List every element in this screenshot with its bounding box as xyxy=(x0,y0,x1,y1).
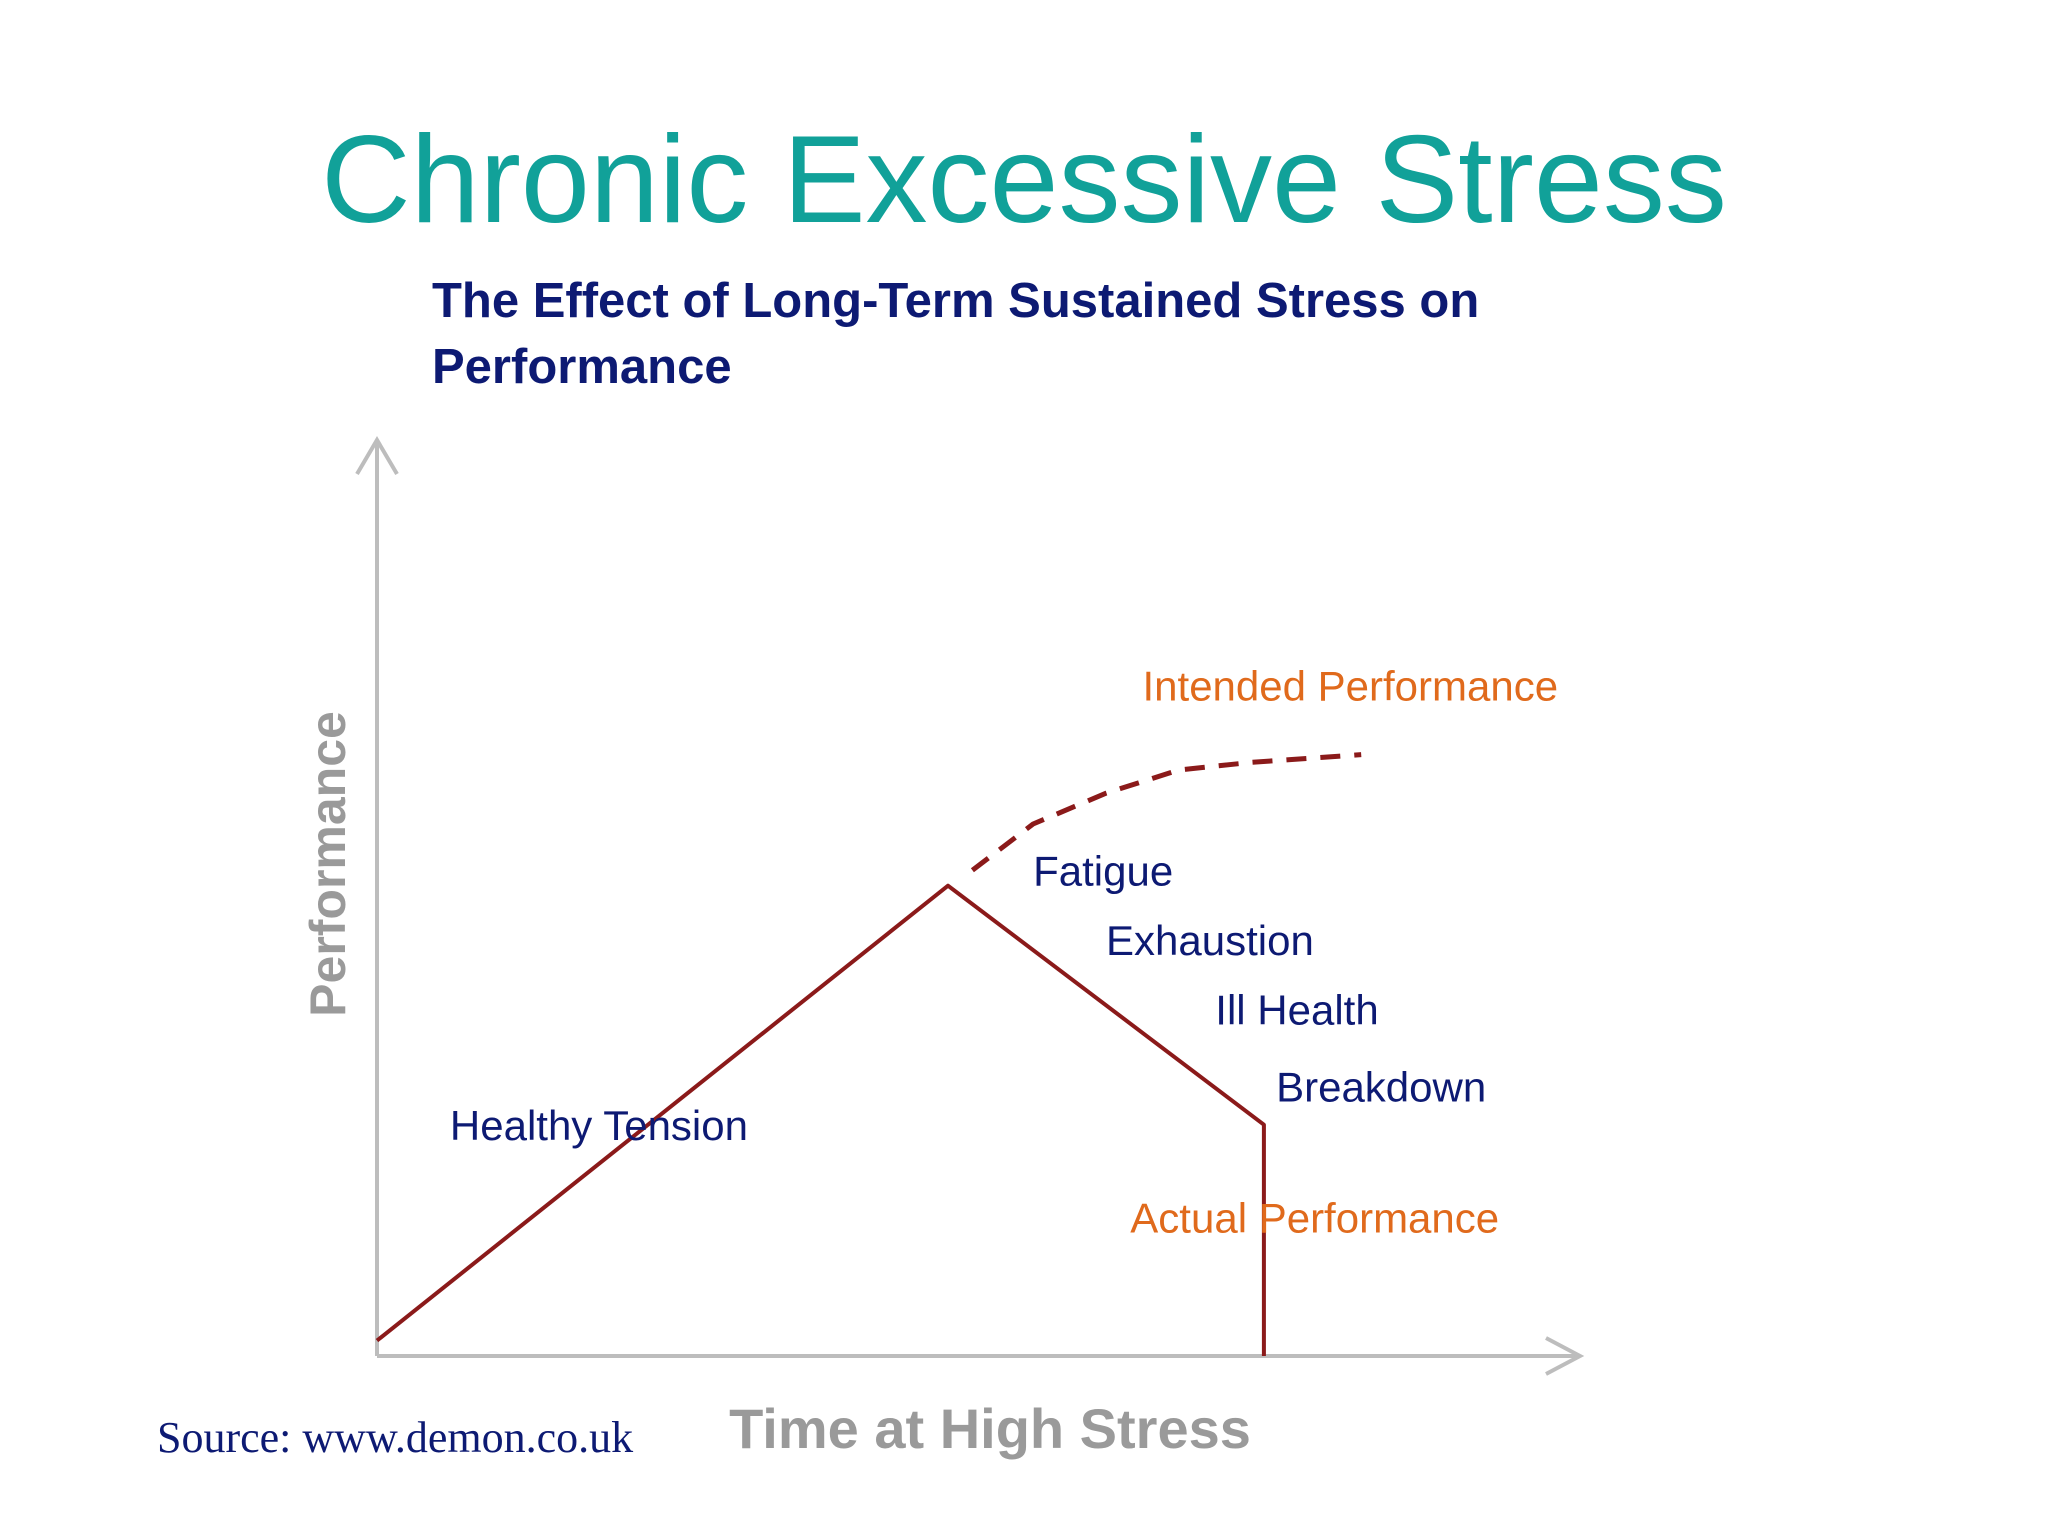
annotation-intended-performance: Intended Performance xyxy=(1143,663,1559,710)
annotation-fatigue: Fatigue xyxy=(1033,848,1173,895)
annotation-actual-performance: Actual Performance xyxy=(1130,1195,1499,1242)
intended-performance-line xyxy=(970,752,1362,873)
source-citation: Source: www.demon.co.uk xyxy=(157,1413,634,1462)
slide-title: Chronic Excessive Stress xyxy=(321,111,1727,249)
annotation-breakdown: Breakdown xyxy=(1276,1064,1486,1111)
annotation-exhaustion: Exhaustion xyxy=(1106,917,1314,964)
annotation-ill-health: Ill Health xyxy=(1215,987,1378,1034)
x-axis-arrowhead xyxy=(1545,1336,1585,1376)
x-axis-label: Time at High Stress xyxy=(729,1397,1251,1460)
annotation-healthy-tension: Healthy Tension xyxy=(450,1102,748,1149)
y-axis-label: Performance xyxy=(300,711,356,1017)
chart-title: The Effect of Long-Term Sustained Stress… xyxy=(432,274,1480,394)
actual-performance-line xyxy=(375,883,1266,1356)
y-axis-arrowhead xyxy=(355,436,399,476)
